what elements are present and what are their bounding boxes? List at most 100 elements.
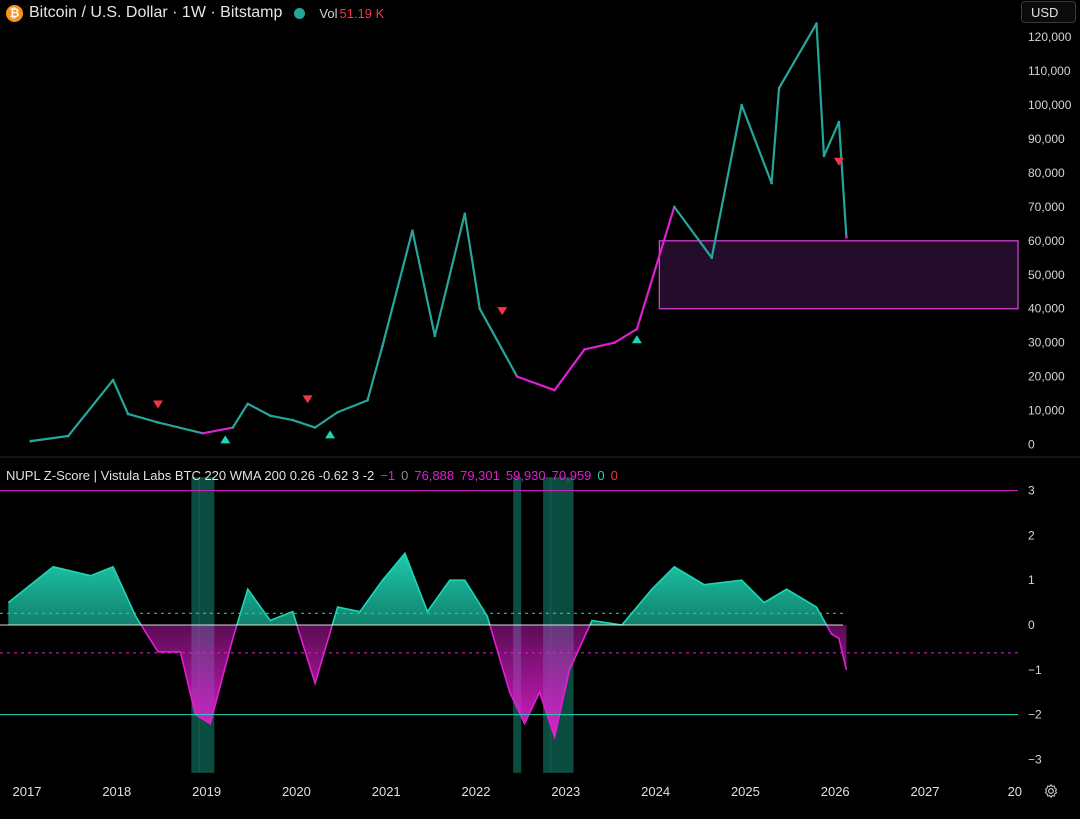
price-point [710, 256, 714, 260]
price-line-segment [583, 341, 616, 351]
price-axis-tick: 60,000 [1028, 234, 1065, 248]
price-axis-tick: 40,000 [1028, 302, 1065, 316]
price-point [822, 154, 826, 158]
price-axis-tick: 0 [1028, 438, 1035, 452]
currency-button[interactable]: USD [1021, 1, 1076, 23]
price-point [126, 412, 130, 416]
price-point [411, 229, 414, 232]
price-axis-tick: 30,000 [1028, 336, 1065, 350]
price-point [515, 375, 519, 378]
indicator-value-3: 76,888 [414, 468, 455, 483]
price-point [673, 205, 676, 209]
sell-signal-icon [497, 307, 508, 316]
nupl-axis-tick: −1 [1028, 663, 1042, 677]
gear-icon[interactable] [1042, 782, 1060, 800]
price-line-segment [822, 120, 841, 158]
price-line-segment [314, 411, 339, 429]
price-line-segment [291, 418, 317, 429]
price-line-segment [770, 86, 781, 185]
price-line-segment [231, 402, 249, 429]
price-axis-tick: 10,000 [1028, 404, 1065, 418]
support-zone-box [658, 240, 1019, 310]
price-line-segment [67, 378, 115, 438]
price-point [336, 410, 339, 414]
price-line-segment [710, 103, 743, 259]
price-point [366, 399, 369, 402]
price-line-segment [201, 426, 234, 435]
indicator-legend[interactable]: NUPL Z-Score | Vistula Labs BTC 220 WMA … [6, 468, 618, 483]
price-line-segment [463, 212, 481, 310]
indicator-value-2: 0 [401, 468, 409, 483]
price-axis-tick: 110,000 [1028, 64, 1071, 78]
price-point [740, 103, 743, 107]
price-point [201, 431, 205, 435]
nupl-axis-tick: 2 [1028, 528, 1035, 542]
indicator-value-1: −1 [380, 468, 396, 483]
nupl-axis-tick: −2 [1028, 708, 1042, 722]
price-line-segment [478, 307, 519, 378]
price-line-segment [815, 22, 826, 158]
indicator-value-7: 0 [597, 468, 605, 483]
price-point [770, 181, 773, 185]
price-point [268, 414, 272, 417]
buy-signal-icon [631, 335, 642, 344]
price-line-segment [837, 120, 848, 239]
price-line-segment [246, 402, 272, 417]
price-line-segment [635, 205, 676, 331]
price-point [463, 212, 467, 215]
time-axis-tick: 2025 [731, 784, 760, 799]
time-axis-tick: 2022 [462, 784, 491, 799]
price-axis-tick: 90,000 [1028, 132, 1065, 146]
price-point [111, 378, 115, 382]
price-line-segment [673, 205, 713, 259]
nupl-line-positive [7, 551, 828, 625]
time-axis-tick: 2021 [372, 784, 401, 799]
price-line-segment [381, 229, 414, 348]
price-line-segment [111, 378, 130, 416]
volume-label: Vol [319, 5, 338, 21]
indicator-value-8: 0 [610, 468, 618, 483]
sell-signal-icon [302, 395, 313, 404]
price-line-segment [411, 229, 436, 337]
price-point [613, 341, 616, 344]
price-line-segment [613, 327, 638, 344]
price-line-segment [156, 421, 204, 435]
indicator-value-6: 70,959 [551, 468, 592, 483]
price-point [815, 22, 818, 25]
volume-value: 51.19 K [339, 5, 385, 21]
market-status-dot-icon [294, 7, 306, 19]
price-point [478, 307, 482, 311]
bitcoin-icon: ₿ [6, 4, 23, 22]
indicator-value-4: 79,301 [460, 468, 500, 483]
indicator-title[interactable]: NUPL Z-Score | Vistula Labs BTC 220 WMA … [6, 468, 375, 483]
sell-signal-icon [833, 157, 844, 166]
nupl-negative-area [8, 625, 847, 737]
price-line-segment [777, 22, 818, 90]
price-line-segment [553, 348, 586, 392]
price-point [837, 120, 841, 124]
time-axis-tick: 2018 [102, 784, 131, 799]
price-axis-tick: 20,000 [1028, 370, 1065, 384]
time-axis-tick: 2023 [551, 784, 580, 799]
price-line-segment [433, 212, 466, 337]
sell-signal-icon [152, 400, 163, 409]
nupl-axis-tick: 1 [1028, 573, 1035, 587]
price-line-segment [29, 434, 70, 443]
price-line-segment [336, 399, 369, 414]
time-axis-tick: 2017 [13, 784, 42, 799]
nupl-axis-tick: 0 [1028, 618, 1035, 632]
price-point [246, 402, 250, 406]
price-axis-tick: 50,000 [1028, 268, 1065, 282]
price-point [291, 418, 294, 422]
price-axis-tick: 80,000 [1028, 166, 1065, 180]
price-point [845, 236, 848, 239]
time-axis-tick: 2026 [821, 784, 850, 799]
price-point [583, 348, 586, 351]
time-axis-tick: 20 [1008, 784, 1022, 799]
price-point [231, 426, 235, 429]
nupl-line-negative [140, 625, 848, 740]
time-axis-tick: 2019 [192, 784, 221, 799]
symbol-title[interactable]: Bitcoin / U.S. Dollar · 1W · Bitstamp [29, 4, 283, 21]
price-line-segment [516, 375, 556, 392]
